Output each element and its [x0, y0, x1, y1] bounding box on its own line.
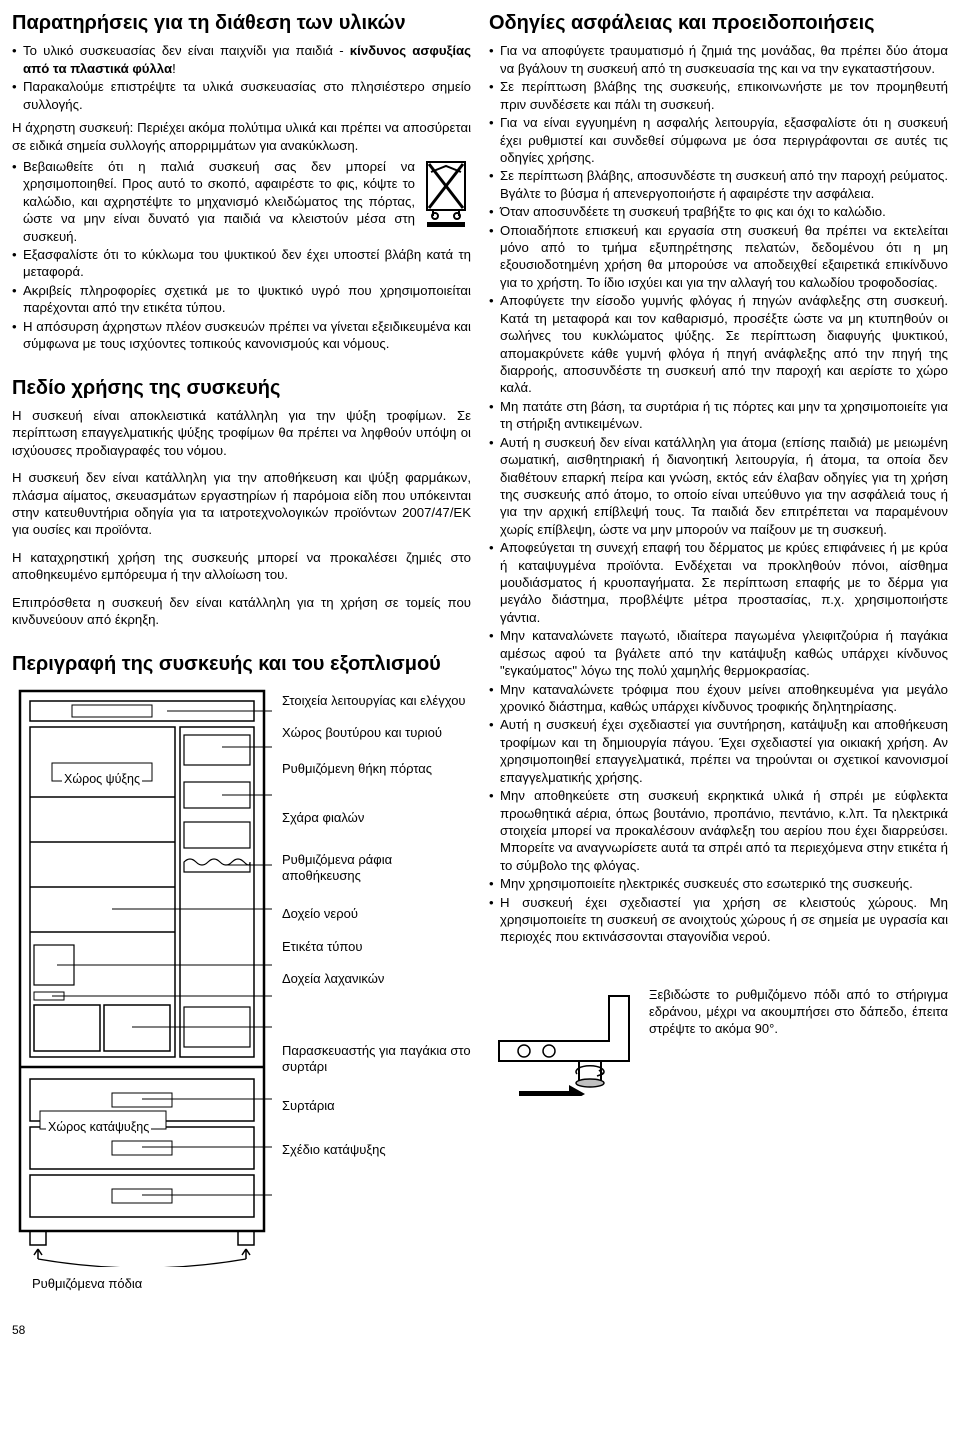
- list-item: Για να αποφύγετε τραυματισμό ή ζημιά της…: [489, 42, 948, 77]
- foot-diagram: Ξεβιδώστε το ρυθμιζόμενο πόδι από το στή…: [489, 986, 948, 1096]
- diagram-label: Σχέδιο κατάψυξης: [282, 1142, 471, 1158]
- list-item: Οποιαδήποτε επισκευή και εργασία στη συσ…: [489, 222, 948, 292]
- list-item: Αυτή η συσκευή έχει σχεδιαστεί για συντή…: [489, 716, 948, 786]
- fridge-label-top: Χώρος ψύξης: [62, 771, 142, 788]
- heading-disposal: Παρατηρήσεις για τη διάθεση των υλικών: [12, 10, 471, 36]
- diagram-label: Σχάρα φιαλών: [282, 810, 471, 826]
- fridge-svg: [12, 687, 272, 1267]
- list-item: Αποφεύγεται τη συνεχή επαφή του δέρματος…: [489, 539, 948, 626]
- diagram-label: Ετικέτα τύπου: [282, 939, 471, 955]
- feet-label: Ρυθμιζόμενα πόδια: [32, 1275, 272, 1292]
- list-item: Μη πατάτε στη βάση, τα συρτάρια ή τις πό…: [489, 398, 948, 433]
- appliance-diagram: Χώρος ψύξης Χώρος κατάψυξης Ρυθμιζόμενα …: [12, 687, 471, 1293]
- list-item: Το υλικό συσκευασίας δεν είναι παιχνίδι …: [12, 42, 471, 77]
- paragraph: Η καταχρηστική χρήση της συσκευής μπορεί…: [12, 549, 471, 584]
- diagram-label: Στοιχεία λειτουργίας και ελέγχου: [282, 693, 471, 709]
- page-number: 58: [12, 1323, 471, 1339]
- right-column: Οδηγίες ασφάλειας και προειδοποιήσεις Γι…: [489, 8, 948, 1338]
- list-item: Σε περίπτωση βλάβης της συσκευής, επικοι…: [489, 78, 948, 113]
- heading-safety: Οδηγίες ασφάλειας και προειδοποιήσεις: [489, 10, 948, 36]
- paragraph: Η συσκευή είναι αποκλειστικά κατάλληλη γ…: [12, 407, 471, 459]
- paragraph: Η συσκευή δεν είναι κατάλληλη για την απ…: [12, 469, 471, 539]
- list-item: Εξασφαλίστε ότι το κύκλωμα του ψυκτικού …: [12, 246, 471, 281]
- paragraph: Επιπρόσθετα η συσκευή δεν είναι κατάλληλ…: [12, 594, 471, 629]
- disposal-list-1: Το υλικό συσκευασίας δεν είναι παιχνίδι …: [12, 42, 471, 113]
- heading-description: Περιγραφή της συσκευής και του εξοπλισμο…: [12, 651, 471, 677]
- list-item: Ακριβείς πληροφορίες σχετικά με το ψυκτι…: [12, 282, 471, 317]
- list-item: Σε περίπτωση βλάβης, αποσυνδέστε τη συσκ…: [489, 167, 948, 202]
- heading-scope: Πεδίο χρήσης της συσκευής: [12, 375, 471, 401]
- foot-svg: [489, 986, 639, 1096]
- disposal-list-2: Βεβαιωθείτε ότι η παλιά συσκευή σας δεν …: [12, 158, 471, 353]
- list-item: Αποφύγετε την είσοδο γυμνής φλόγας ή πηγ…: [489, 292, 948, 397]
- list-item: Η απόσυρση άχρηστων πλέον συσκευών πρέπε…: [12, 318, 471, 353]
- diagram-label: Ρυθμιζόμενα ράφια αποθήκευσης: [282, 852, 471, 885]
- list-item: Παρακαλούμε επιστρέψτε τα υλικά συσκευασ…: [12, 78, 471, 113]
- safety-list: Για να αποφύγετε τραυματισμό ή ζημιά της…: [489, 42, 948, 946]
- diagram-label: Χώρος βουτύρου και τυριού: [282, 725, 471, 741]
- list-item: Μην αποθηκεύετε στη συσκευή εκρηκτικά υλ…: [489, 787, 948, 874]
- diagram-labels: Στοιχεία λειτουργίας και ελέγχου Χώρος β…: [282, 687, 471, 1293]
- list-item: Για να είναι εγγυημένη η ασφαλής λειτουρ…: [489, 114, 948, 166]
- diagram-label: Ρυθμιζόμενη θήκη πόρτας: [282, 761, 471, 777]
- list-item: Η συσκευή έχει σχεδιαστεί για χρήση σε κ…: [489, 894, 948, 946]
- diagram-label: Δοχείο νερού: [282, 906, 471, 922]
- list-item: Βεβαιωθείτε ότι η παλιά συσκευή σας δεν …: [12, 158, 471, 245]
- list-item: Μην χρησιμοποιείτε ηλεκτρικές συσκευές σ…: [489, 875, 948, 892]
- inline-para: Η άχρηστη συσκευή: Περιέχει ακόμα πολύτι…: [12, 119, 471, 154]
- diagram-label: Παρασκευαστής για παγάκια στο συρτάρι: [282, 1043, 471, 1076]
- list-item: Μην καταναλώνετε τρόφιμα που έχουν μείνε…: [489, 681, 948, 716]
- diagram-label: Συρτάρια: [282, 1098, 471, 1114]
- list-item: Όταν αποσυνδέετε τη συσκευή τραβήξτε το …: [489, 203, 948, 220]
- list-item: Αυτή η συσκευή δεν είναι κατάλληλη για ά…: [489, 434, 948, 539]
- fridge-label-bottom: Χώρος κατάψυξης: [46, 1119, 151, 1136]
- foot-text: Ξεβιδώστε το ρυθμιζόμενο πόδι από το στή…: [649, 986, 948, 1037]
- list-item: Μην καταναλώνετε παγωτό, ιδιαίτερα παγωμ…: [489, 627, 948, 679]
- left-column: Παρατηρήσεις για τη διάθεση των υλικών Τ…: [12, 8, 471, 1338]
- diagram-label: Δοχεία λαχανικών: [282, 971, 471, 987]
